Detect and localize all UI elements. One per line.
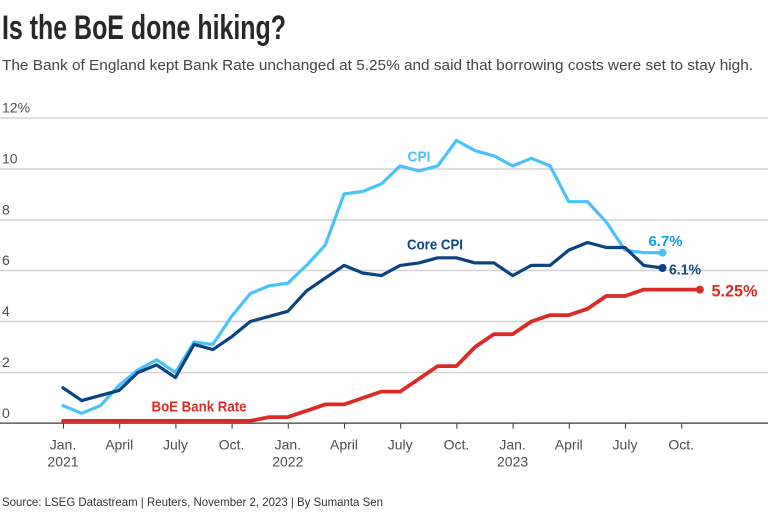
svg-text:4: 4 <box>2 303 10 319</box>
svg-text:Jan.: Jan. <box>50 437 76 453</box>
svg-text:July: July <box>388 437 413 453</box>
svg-text:Jan.: Jan. <box>275 437 301 453</box>
svg-text:2022: 2022 <box>272 454 303 470</box>
svg-text:July: July <box>613 437 638 453</box>
svg-text:April: April <box>330 437 358 453</box>
svg-text:2: 2 <box>2 354 10 370</box>
svg-text:Oct.: Oct. <box>668 437 694 453</box>
svg-text:April: April <box>555 437 583 453</box>
svg-text:Source: LSEG Datastream | Reut: Source: LSEG Datastream | Reuters, Novem… <box>2 495 383 509</box>
svg-text:8: 8 <box>2 202 10 218</box>
svg-text:6.7%: 6.7% <box>649 233 683 250</box>
svg-text:Core CPI: Core CPI <box>407 237 463 254</box>
svg-text:Oct.: Oct. <box>219 437 245 453</box>
svg-text:0: 0 <box>2 405 10 421</box>
svg-text:12%: 12% <box>2 100 30 116</box>
svg-text:Oct.: Oct. <box>444 437 470 453</box>
svg-text:BoE Bank Rate: BoE Bank Rate <box>152 399 247 416</box>
svg-text:2021: 2021 <box>47 454 78 470</box>
svg-text:CPI: CPI <box>408 149 431 166</box>
svg-text:Is the BoE done hiking?: Is the BoE done hiking? <box>2 9 286 47</box>
svg-text:The Bank of England kept Bank: The Bank of England kept Bank Rate uncha… <box>2 57 753 74</box>
svg-text:10: 10 <box>2 151 18 167</box>
svg-text:Jan.: Jan. <box>499 437 525 453</box>
svg-text:6: 6 <box>2 252 10 268</box>
svg-text:5.25%: 5.25% <box>712 282 758 301</box>
svg-text:6.1%: 6.1% <box>669 262 701 279</box>
svg-text:July: July <box>163 437 188 453</box>
svg-text:2023: 2023 <box>497 454 528 470</box>
svg-text:April: April <box>105 437 133 453</box>
